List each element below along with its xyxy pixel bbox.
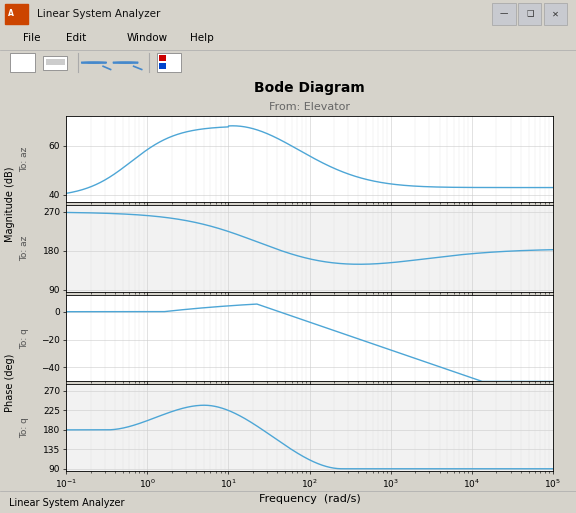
Text: To: q: To: q bbox=[20, 417, 29, 438]
Text: Edit: Edit bbox=[66, 33, 86, 43]
Bar bbox=[159, 63, 166, 69]
Text: Linear System Analyzer: Linear System Analyzer bbox=[37, 9, 161, 19]
X-axis label: Frequency  (rad/s): Frequency (rad/s) bbox=[259, 494, 361, 504]
Bar bbox=[5, 4, 28, 24]
Text: File: File bbox=[23, 33, 40, 43]
Text: Help: Help bbox=[190, 33, 214, 43]
Text: To: az: To: az bbox=[20, 147, 29, 172]
Text: To: q: To: q bbox=[20, 328, 29, 349]
Text: To: az: To: az bbox=[20, 236, 29, 261]
Text: Phase (deg): Phase (deg) bbox=[5, 354, 16, 412]
Text: From: Elevator: From: Elevator bbox=[269, 102, 350, 112]
Bar bbox=[518, 4, 541, 25]
Bar bbox=[157, 53, 181, 72]
Text: ❑: ❑ bbox=[526, 10, 534, 18]
Text: Linear System Analyzer: Linear System Analyzer bbox=[9, 498, 124, 508]
Text: Magnitude (dB): Magnitude (dB) bbox=[5, 166, 16, 242]
Text: —: — bbox=[500, 10, 508, 18]
Bar bbox=[492, 4, 516, 25]
Bar bbox=[544, 4, 567, 25]
Text: ✕: ✕ bbox=[552, 10, 559, 18]
Bar bbox=[159, 55, 166, 62]
Text: A: A bbox=[8, 9, 14, 18]
Text: Window: Window bbox=[127, 33, 168, 43]
Text: Bode Diagram: Bode Diagram bbox=[254, 81, 365, 95]
Bar bbox=[43, 56, 67, 70]
Bar bbox=[46, 59, 65, 65]
Bar bbox=[10, 53, 35, 72]
